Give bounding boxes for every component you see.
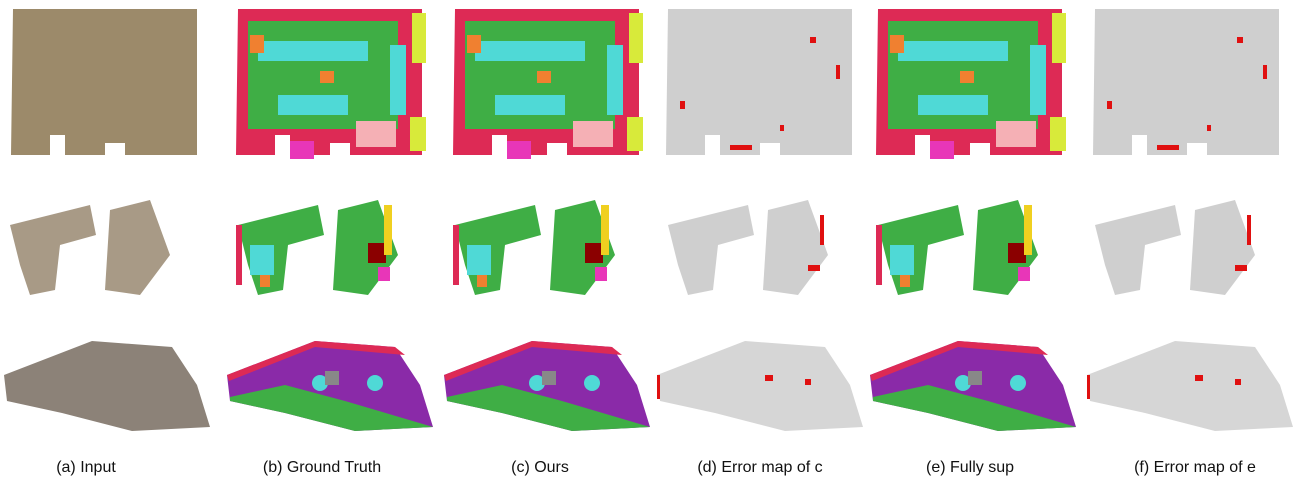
input-cloud	[11, 9, 197, 155]
fully-sup-cloud	[876, 9, 1066, 159]
error-cloud	[668, 200, 828, 295]
error-cloud	[1087, 341, 1293, 431]
error-cloud	[1093, 9, 1279, 155]
error-cloud	[1095, 200, 1255, 295]
caption: (e) Fully sup	[926, 459, 1014, 476]
caption: (a) Input	[56, 459, 116, 476]
caption: (c) Ours	[511, 459, 569, 476]
ground-truth-cloud	[236, 200, 398, 295]
fully-sup-cloud	[876, 200, 1038, 295]
ours-cloud	[444, 341, 650, 431]
ours-cloud	[453, 9, 643, 159]
error-cloud	[657, 341, 863, 431]
ours-cloud	[453, 200, 615, 295]
caption: (d) Error map of c	[697, 459, 822, 476]
input-cloud	[4, 341, 210, 431]
row-2	[10, 200, 1255, 295]
ground-truth-cloud	[227, 341, 433, 431]
fully-sup-cloud	[870, 341, 1076, 431]
caption: (f) Error map of e	[1134, 459, 1256, 476]
row-1	[11, 9, 1279, 159]
input-cloud	[10, 200, 170, 295]
ground-truth-cloud	[236, 9, 426, 159]
row-3	[4, 341, 1293, 431]
error-cloud	[666, 9, 852, 155]
caption: (b) Ground Truth	[263, 459, 381, 476]
